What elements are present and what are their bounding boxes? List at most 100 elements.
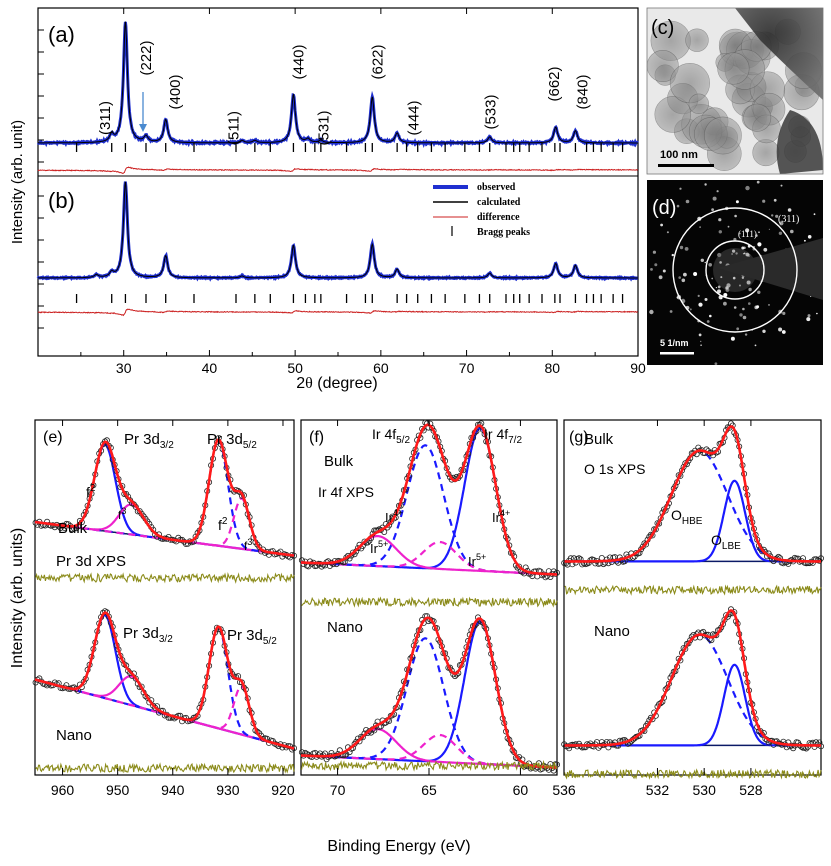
xps-x-axes: 960 950 940 930 920 70 65 60 536 532 530 528 — [51, 420, 763, 798]
saed-spot — [813, 213, 816, 216]
saed-ring-311 — [672, 207, 798, 333]
pr-f2-label-b: f2 — [218, 516, 228, 533]
pr-xps-label: Pr 3d XPS — [56, 553, 126, 570]
saed-spot — [746, 280, 751, 285]
saed-spot — [717, 289, 721, 294]
panel-label-c: (c) — [651, 17, 674, 39]
saed-spot — [779, 221, 784, 226]
saed-spot — [735, 200, 739, 204]
data-point — [127, 497, 134, 504]
total-fit — [34, 438, 295, 557]
legend-calculated: calculated — [477, 197, 521, 208]
saed-spot — [658, 275, 663, 280]
saed-spot — [685, 199, 690, 204]
saed-spot — [718, 218, 722, 222]
saed-spot — [679, 245, 684, 250]
pr-f3-label-b: f3 — [244, 537, 252, 553]
saed-spot — [773, 198, 777, 202]
saed-spot — [727, 225, 730, 228]
xrd-ylabel: Intensity (arb. unit) — [9, 120, 26, 244]
saed-spot — [763, 247, 768, 252]
saed-spot — [652, 250, 657, 254]
data-point — [638, 546, 645, 553]
saed-spot — [700, 258, 704, 262]
saed-spot — [742, 307, 745, 311]
pr-32-label-nano: Pr 3d3/2 — [123, 625, 173, 645]
saed-spot — [730, 336, 735, 341]
ir4-label-b: Ir4+ — [492, 508, 510, 525]
legend-bragg: Bragg peaks — [477, 227, 530, 238]
saed-spot — [649, 309, 654, 315]
xrd-pattern-b — [36, 181, 639, 317]
data-point — [561, 560, 568, 567]
o-hbe-label: OHBE — [671, 507, 703, 527]
saed-spot — [700, 340, 702, 343]
saed-spot — [698, 333, 702, 337]
saed-spot — [681, 278, 686, 283]
ir5-label-a: Ir5+ — [370, 539, 388, 556]
saed-spot — [748, 302, 751, 305]
saed-spot — [816, 312, 818, 315]
xps-o1s — [561, 420, 825, 780]
saed-spot — [778, 327, 783, 332]
hkl-label: (511) — [225, 111, 242, 145]
pr-f3-label-a: f3 — [118, 506, 126, 522]
hkl-label: (531) — [315, 110, 332, 145]
panel-label-a: (a) — [48, 22, 75, 47]
tem-dark-region — [776, 110, 823, 174]
fit-component — [564, 663, 821, 747]
legend-observed: observed — [477, 182, 516, 193]
data-point — [354, 545, 361, 552]
xps-frame-e — [34, 419, 295, 776]
tem-image-c: (c) 100 nm — [646, 7, 824, 175]
data-point — [476, 421, 483, 428]
saed-spot — [684, 247, 689, 251]
x-tick-label: 50 — [287, 360, 303, 376]
saed-scalebar — [660, 352, 694, 355]
tem-particle — [704, 116, 742, 155]
xrd-pattern-a — [36, 21, 639, 174]
saed-spot — [781, 330, 786, 334]
saed-spot — [758, 231, 760, 233]
ir-bulk-label: Bulk — [324, 453, 354, 470]
data-point — [150, 702, 157, 709]
saed-spot — [654, 263, 658, 267]
pr-f2-label-a: f2 — [86, 483, 96, 500]
calculated-curve — [38, 181, 638, 279]
data-point — [152, 704, 159, 711]
ir-nano-label: Nano — [327, 619, 363, 636]
x-tick-label: 40 — [202, 360, 218, 376]
saed-spot — [718, 230, 722, 234]
saed-spot — [757, 290, 761, 294]
saed-spot — [662, 269, 666, 273]
saed-spot — [742, 253, 745, 255]
xps-pr3d — [32, 434, 297, 774]
xrd-legend: observed calculated difference Bragg pea… — [433, 182, 530, 238]
saed-spot — [762, 329, 766, 333]
saed-spot — [741, 276, 745, 279]
saed-spot — [771, 214, 774, 217]
saed-spot — [704, 261, 706, 264]
saed-ring-111 — [705, 240, 765, 300]
x-tick-label: 60 — [513, 782, 529, 798]
arrow-222-head — [139, 124, 147, 132]
saed-spot — [715, 287, 718, 289]
o-nano-label: Nano — [594, 623, 630, 640]
saed-spot — [739, 232, 741, 235]
x-tick-label: 930 — [216, 782, 240, 798]
x-tick-label: 65 — [421, 782, 437, 798]
tem-particle — [717, 52, 750, 85]
saed-spot — [733, 306, 737, 309]
saed-spot — [704, 298, 708, 301]
saed-spot — [739, 313, 743, 317]
x-tick-label: 70 — [330, 782, 346, 798]
saed-spot — [756, 180, 760, 184]
saed-spot — [744, 333, 748, 336]
hkl-label: (311) — [97, 101, 114, 135]
saed-spot — [775, 214, 779, 218]
saed-spot — [720, 276, 723, 279]
data-point — [516, 563, 523, 570]
saed-spot — [734, 214, 737, 218]
o-xps-label: O 1s XPS — [584, 461, 645, 477]
pr-52-label-bulk: Pr 3d5/2 — [207, 431, 257, 451]
